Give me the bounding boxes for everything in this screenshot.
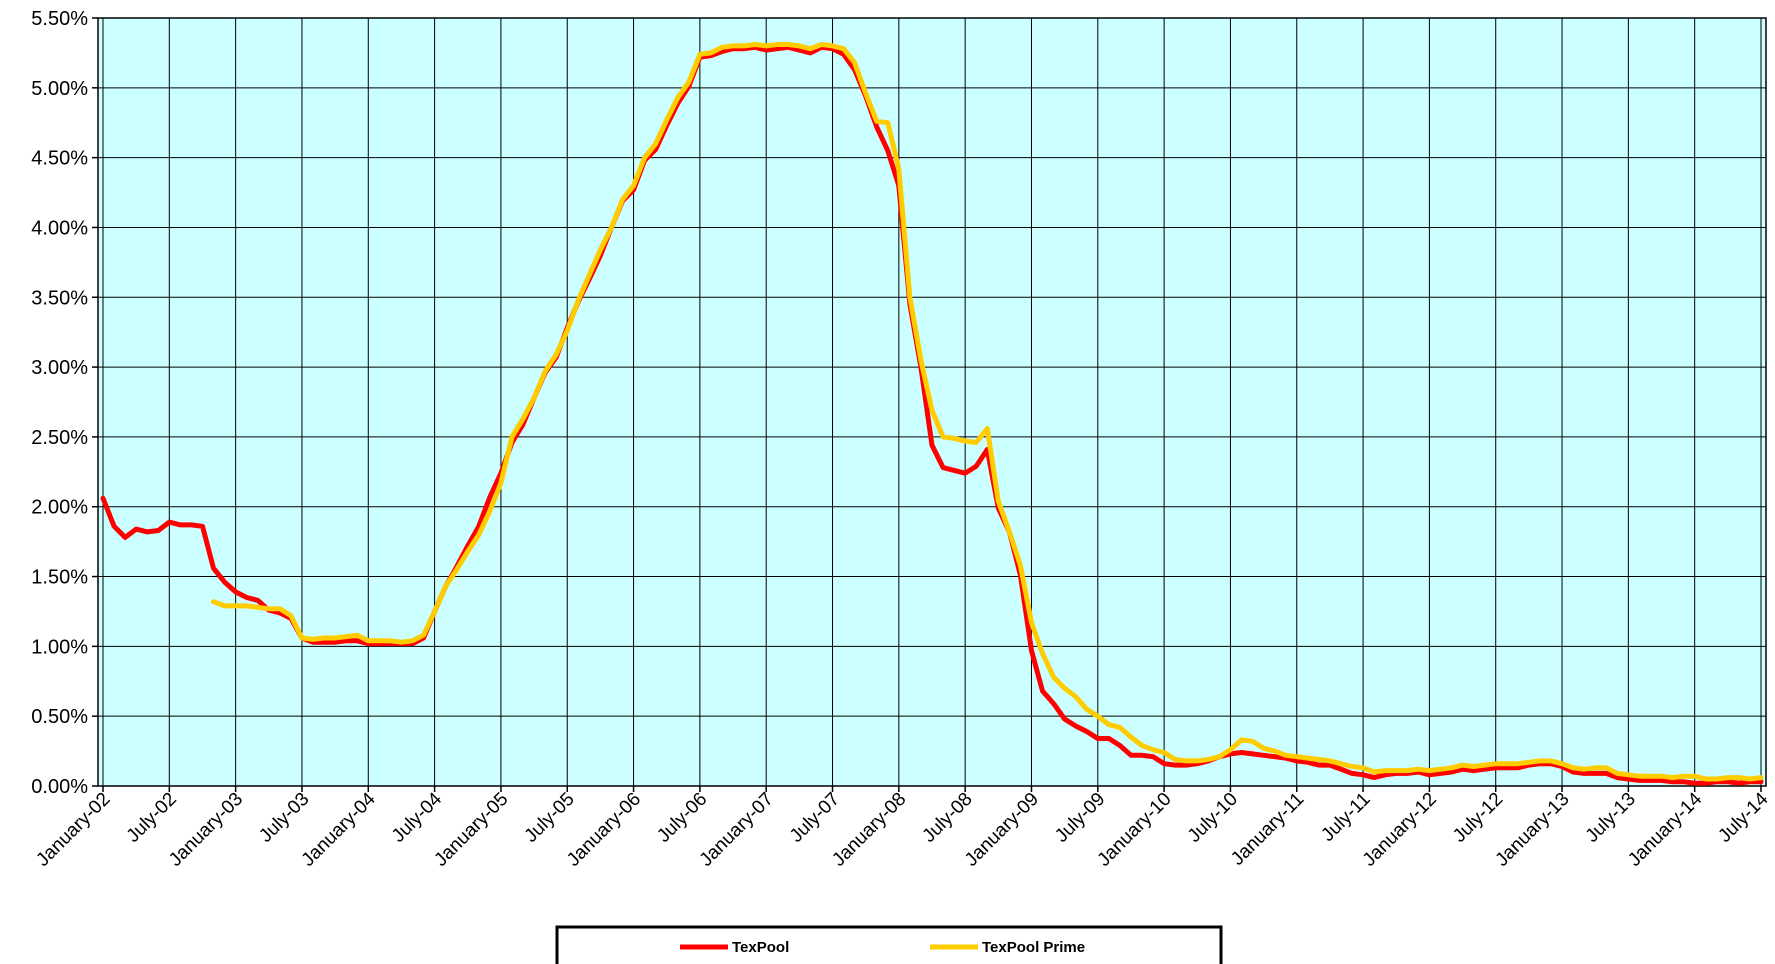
y-tick-label: 5.00% [31, 78, 88, 100]
x-tick-label: July-03 [255, 789, 313, 847]
y-tick-label: 2.50% [31, 427, 88, 449]
y-tick-label: 1.00% [31, 636, 88, 658]
y-tick-label: 2.00% [31, 497, 88, 519]
y-tick-label: 0.50% [31, 706, 88, 728]
x-tick-label: July-09 [1051, 789, 1109, 847]
grid-vertical [102, 18, 1762, 786]
y-tick-label: 4.50% [31, 148, 88, 170]
x-tick-label: July-12 [1449, 789, 1507, 847]
x-tick-label: July-02 [123, 789, 181, 847]
x-tick-label: January-02 [32, 789, 114, 871]
y-tick-label: 0.00% [31, 776, 88, 798]
y-tick-label: 1.50% [31, 567, 88, 589]
series-layer [100, 42, 1764, 786]
y-axis: 0.00% 0.50% 1.00% 1.50% 2.00% 2.50% 3.00% 3.50%… [31, 8, 98, 798]
x-tick-label: July-04 [388, 788, 446, 846]
legend-label-texpool: TexPool [732, 939, 789, 956]
y-tick-label: 3.50% [31, 287, 88, 309]
x-tick-label: July-11 [1317, 789, 1374, 846]
y-tick-label: 3.00% [31, 357, 88, 379]
legend-label-texpool-prime: TexPool Prime [982, 939, 1085, 956]
y-tick-label: 4.00% [31, 217, 88, 239]
x-tick-label: July-14 [1714, 788, 1772, 846]
series-line-texpool-prime [211, 42, 1764, 782]
plot-border [97, 17, 1767, 787]
x-tick-label: July-08 [919, 789, 977, 847]
x-tick-label: July-10 [1184, 789, 1242, 847]
x-tick-label: January-11 [1227, 789, 1308, 870]
series-line-texpool [100, 44, 1764, 786]
x-tick-label: July-13 [1582, 789, 1640, 847]
x-tick-label: July-07 [786, 789, 844, 847]
legend: TexPool TexPool Prime [555, 925, 1223, 964]
x-tick-label: July-05 [521, 789, 579, 847]
y-tick-label: 5.50% [31, 8, 88, 30]
x-tick-label: July-06 [653, 789, 711, 847]
legend-box [555, 925, 1223, 964]
